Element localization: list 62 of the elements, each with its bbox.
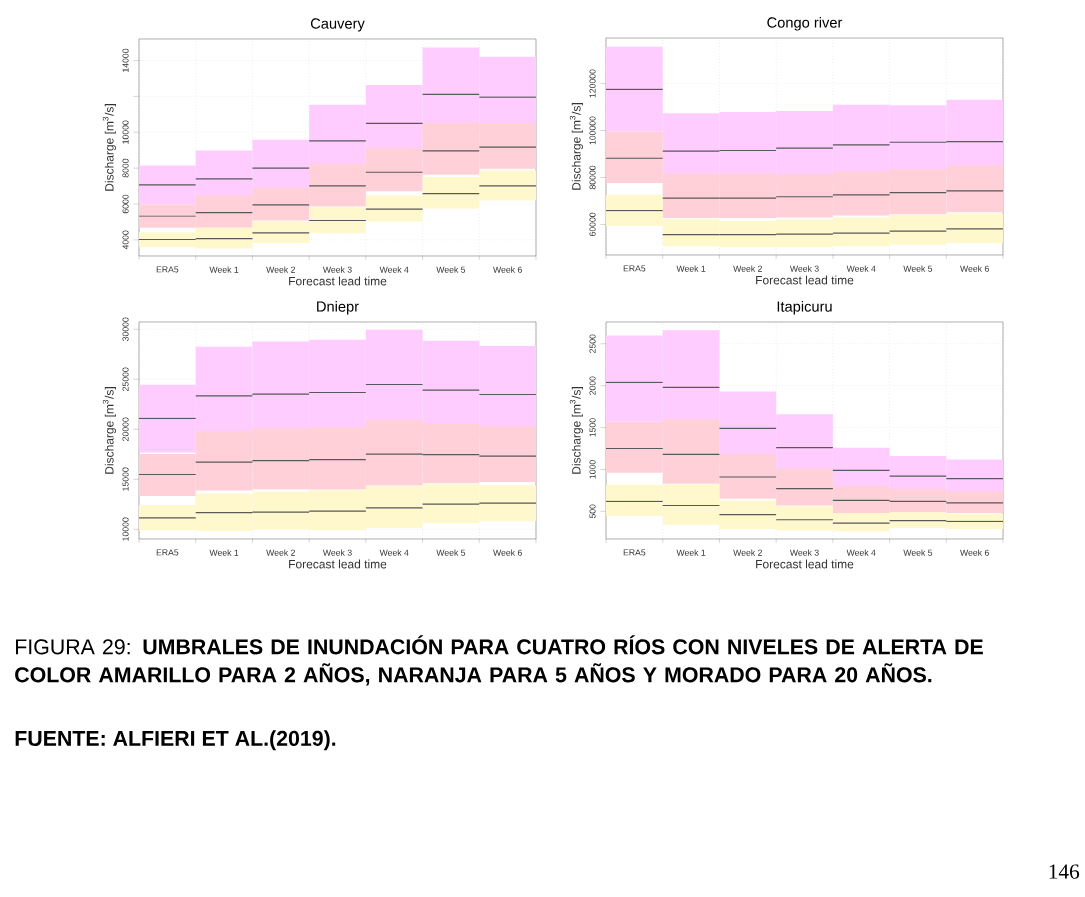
- y-tick-label: 6000: [122, 194, 129, 214]
- x-tick-label: Week 4: [379, 266, 409, 273]
- x-tick-label: Week 2: [266, 549, 295, 556]
- x-tick-label: Week 1: [676, 549, 706, 556]
- y-tick-label: 2000: [589, 376, 596, 395]
- y-tick-label: 4000: [122, 230, 129, 250]
- y-tick-label: 1500: [589, 418, 596, 437]
- y-tick-label: 100000: [589, 116, 596, 145]
- x-axis-title: Forecast lead time: [756, 275, 854, 285]
- y-tick-label: 80000: [589, 165, 596, 190]
- y-tick-label: 10000: [122, 120, 129, 144]
- y-tick-label: 15000: [122, 467, 129, 491]
- text: FIGURA 29: UMBRALES DE INUNDACIÓN PARA CUATRO RÍOS CON NIVELES DE ALERTA DE COLOR AMARILLO PARA 2 AÑOS, NARANJA PARA 5 AÑOS Y MORADO PARA 20 AÑOS.: [15, 635, 983, 686]
- x-tick-label: ERA5: [156, 549, 179, 556]
- y-axis-title: Discharge [m$^{3}$/s]: [569, 103, 583, 190]
- chart-title: Dniepr: [317, 300, 359, 315]
- x-tick-label: Week 2: [733, 265, 762, 272]
- x-axis-title: Forecast lead time: [289, 559, 387, 569]
- y-axis-title: Discharge [m$^{3}$/s]: [102, 104, 116, 191]
- x-tick-label: Week 3: [789, 265, 819, 272]
- y-tick-label: 120000: [589, 69, 596, 98]
- chart-title: Congo river: [767, 16, 843, 31]
- x-tick-label: Week 6: [493, 549, 522, 556]
- y-tick-label: 30000: [122, 317, 129, 342]
- x-tick-label: ERA5: [623, 265, 646, 272]
- x-tick-label: Week 1: [209, 549, 239, 556]
- x-tick-label: Week 3: [322, 266, 352, 273]
- chart-title: Itapicuru: [777, 300, 832, 315]
- y-axis-title: Discharge [m$^{3}$/s]: [569, 387, 583, 474]
- y-tick-label: 14000: [122, 48, 129, 72]
- x-tick-label: Week 6: [493, 266, 522, 273]
- y-tick-label: 20000: [122, 417, 129, 441]
- x-tick-label: Week 1: [676, 265, 706, 272]
- x-tick-label: Week 6: [960, 549, 989, 556]
- y-tick-label: 8000: [122, 158, 129, 178]
- x-tick-label: Week 2: [266, 266, 295, 273]
- x-tick-label: Week 2: [733, 549, 762, 556]
- x-tick-label: Week 4: [846, 265, 876, 272]
- x-tick-label: Week 5: [903, 265, 933, 272]
- y-axis-title: Discharge [m$^{3}$/s]: [102, 387, 116, 474]
- x-tick-label: Week 5: [436, 549, 466, 556]
- chart-title: Cauvery: [310, 18, 365, 32]
- x-tick-label: ERA5: [623, 549, 646, 556]
- source-note: FUENTE: ALFIERI ET AL.(2019).: [15, 730, 336, 751]
- x-axis-title: Forecast lead time: [289, 276, 387, 286]
- x-tick-label: Week 3: [322, 549, 352, 556]
- x-tick-label: Week 6: [960, 265, 989, 272]
- x-tick-label: Week 3: [789, 549, 819, 556]
- y-tick-label: 60000: [589, 212, 596, 237]
- y-tick-label: 500: [589, 504, 596, 519]
- y-tick-label: 1000: [589, 460, 596, 479]
- x-tick-label: ERA5: [156, 266, 179, 273]
- y-tick-label: 2500: [589, 334, 596, 353]
- text: 146: [1049, 864, 1080, 879]
- x-axis-title: Forecast lead time: [756, 559, 854, 569]
- x-tick-label: Week 4: [846, 549, 876, 556]
- x-tick-label: Week 5: [903, 549, 933, 556]
- x-tick-label: Week 4: [379, 549, 409, 556]
- x-tick-label: Week 5: [436, 266, 466, 273]
- x-tick-label: Week 1: [209, 266, 239, 273]
- y-tick-label: 25000: [122, 367, 129, 391]
- y-tick-label: 10000: [122, 517, 129, 541]
